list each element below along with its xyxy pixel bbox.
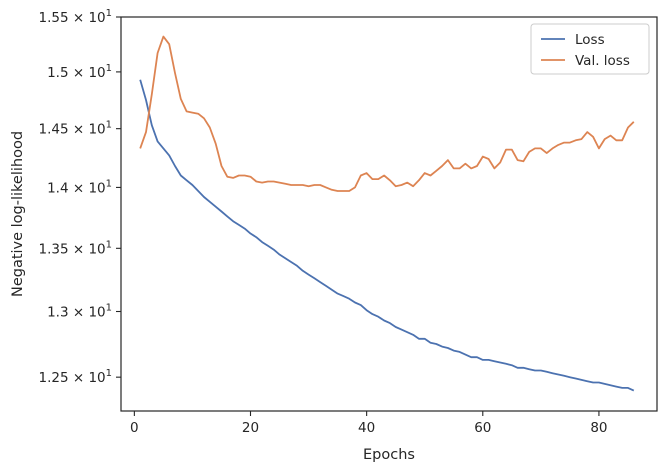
y-tick-label: 1.25 × 101: [38, 368, 112, 386]
legend: Loss Val. loss: [530, 23, 650, 75]
plot-area-frame: [120, 16, 658, 412]
x-tick-label: 20: [242, 420, 259, 436]
series-lines: [139, 35, 635, 392]
y-tick-label: 1.5 × 101: [47, 63, 112, 81]
y-axis-ticks: 1.25 × 101 1.3 × 101 1.35 × 101 1.4 × 101 1.…: [38, 8, 121, 386]
legend-box: [530, 23, 650, 75]
series-line-val-loss: [139, 35, 635, 192]
y-tick-label: 1.35 × 101: [38, 239, 112, 257]
y-tick-label: 1.3 × 101: [47, 303, 112, 321]
y-axis-label: Negative log-likelihood: [10, 131, 26, 297]
x-tick-label: 40: [358, 420, 375, 436]
legend-label: Val. loss: [575, 53, 630, 69]
x-tick-label: 0: [130, 420, 139, 436]
x-axis-ticks: 0 20 40 60 80: [130, 411, 608, 436]
series-line-loss: [139, 79, 635, 392]
y-tick-label: 1.55 × 101: [38, 8, 112, 26]
y-tick-label: 1.45 × 101: [38, 120, 112, 138]
x-tick-label: 80: [590, 420, 607, 436]
legend-label: Loss: [575, 32, 605, 48]
x-axis-label: Epochs: [363, 447, 415, 463]
y-tick-label: 1.4 × 101: [47, 178, 112, 196]
x-tick-label: 60: [474, 420, 491, 436]
